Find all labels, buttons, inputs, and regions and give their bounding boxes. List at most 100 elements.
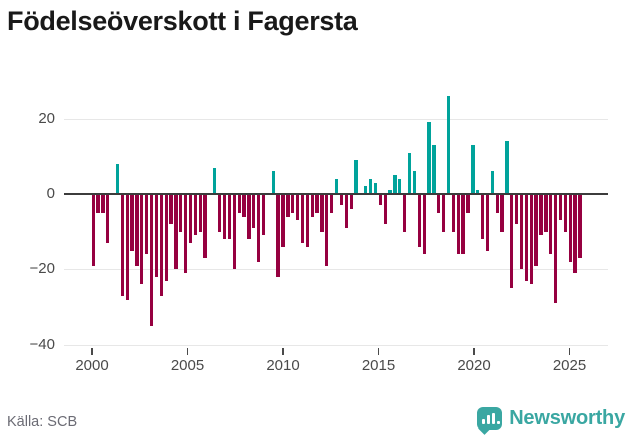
bar-negative xyxy=(276,194,280,277)
bar-negative xyxy=(130,194,134,251)
bar-negative xyxy=(339,194,344,206)
bar-negative xyxy=(120,194,124,296)
bar-negative xyxy=(534,194,538,266)
bar-positive xyxy=(432,144,436,194)
bar-negative xyxy=(91,194,95,266)
bar-negative xyxy=(159,194,163,296)
bar-negative xyxy=(330,194,334,213)
bar-negative xyxy=(164,194,168,281)
bar-negative xyxy=(529,194,533,285)
bar-negative xyxy=(106,194,110,243)
bar-positive xyxy=(115,163,120,194)
y-axis-tick-label: −20 xyxy=(29,260,55,278)
bar-positive xyxy=(427,122,431,194)
bar-negative xyxy=(515,194,519,225)
bar-negative xyxy=(242,194,246,217)
bar-negative xyxy=(441,194,446,232)
bar-negative xyxy=(145,194,149,255)
y-axis-tick-label: −40 xyxy=(29,335,55,353)
source-caption: Källa: SCB xyxy=(7,414,78,430)
bar-negative xyxy=(154,194,159,277)
bar-positive xyxy=(393,175,397,194)
bar-negative xyxy=(281,194,285,247)
bar-negative xyxy=(140,194,144,285)
bar-negative xyxy=(378,194,382,206)
bar-negative xyxy=(568,194,572,262)
exclamation-dot-icon xyxy=(497,421,501,424)
bar-negative xyxy=(558,194,563,221)
bar-negative xyxy=(247,194,251,240)
y-axis-tick-label: 0 xyxy=(46,185,55,202)
bar-positive xyxy=(271,171,275,194)
bar-positive xyxy=(213,167,217,194)
bar-negative xyxy=(422,194,426,255)
bar-negative xyxy=(291,194,295,213)
gridline xyxy=(64,344,608,346)
bar-positive xyxy=(412,171,417,194)
bar-negative xyxy=(451,194,456,232)
x-axis-tick-label: 2015 xyxy=(361,357,396,374)
bar-negative xyxy=(237,194,241,213)
bar-negative xyxy=(549,194,553,255)
bar-negative xyxy=(96,194,100,213)
bar-negative xyxy=(578,194,582,259)
bar-negative xyxy=(539,194,543,236)
bar-negative xyxy=(544,194,548,232)
bar-negative xyxy=(203,194,207,259)
bar-negative xyxy=(480,194,485,240)
bar-negative xyxy=(286,194,290,217)
mini-bar-icon xyxy=(482,419,486,424)
bar-negative xyxy=(261,194,266,236)
bar-negative xyxy=(485,194,490,251)
mini-bar-icon xyxy=(492,413,496,424)
bar-positive xyxy=(476,190,480,194)
gridline xyxy=(64,118,608,120)
bar-negative xyxy=(193,194,198,236)
bar-negative xyxy=(500,194,504,232)
bar-positive xyxy=(388,190,392,194)
bar-negative xyxy=(495,194,499,213)
bar-positive xyxy=(334,178,339,194)
bar-negative xyxy=(179,194,183,232)
bar-negative xyxy=(305,194,309,247)
bar-negative xyxy=(222,194,227,240)
x-axis-tick xyxy=(377,348,380,355)
bar-positive xyxy=(373,182,378,194)
bar-positive xyxy=(446,95,451,194)
bar-positive xyxy=(471,144,475,194)
bar-negative xyxy=(300,194,305,243)
bar-negative xyxy=(218,194,222,232)
x-axis-tick-label: 2005 xyxy=(170,357,205,374)
bar-negative xyxy=(553,194,558,304)
bar-negative xyxy=(383,194,387,225)
bar-negative xyxy=(524,194,529,281)
x-axis-tick xyxy=(91,348,93,355)
newsworthy-logo: Newsworthy xyxy=(477,407,625,435)
y-axis-tick-label: 20 xyxy=(38,109,55,127)
bar-positive xyxy=(505,141,509,194)
chart-title: Födelseöverskott i Fagersta xyxy=(7,6,358,36)
bar-negative xyxy=(563,194,567,232)
bar-positive xyxy=(368,178,373,194)
bar-negative xyxy=(257,194,261,262)
x-axis-tick xyxy=(282,348,284,355)
bar-positive xyxy=(398,178,402,194)
plot-area xyxy=(64,85,608,352)
bar-negative xyxy=(252,194,256,228)
bar-negative xyxy=(325,194,329,266)
bar-negative xyxy=(188,194,193,243)
bar-negative xyxy=(135,194,139,266)
bar-negative xyxy=(174,194,178,270)
bar-negative xyxy=(227,194,232,240)
bar-negative xyxy=(149,194,154,326)
bar-negative xyxy=(573,194,577,274)
bar-negative xyxy=(456,194,460,255)
bar-negative xyxy=(198,194,202,232)
bar-negative xyxy=(403,194,407,232)
x-axis-tick xyxy=(186,348,189,355)
bar-negative xyxy=(461,194,465,255)
bar-negative xyxy=(295,194,300,221)
gridline xyxy=(64,269,608,271)
bar-negative xyxy=(320,194,324,232)
